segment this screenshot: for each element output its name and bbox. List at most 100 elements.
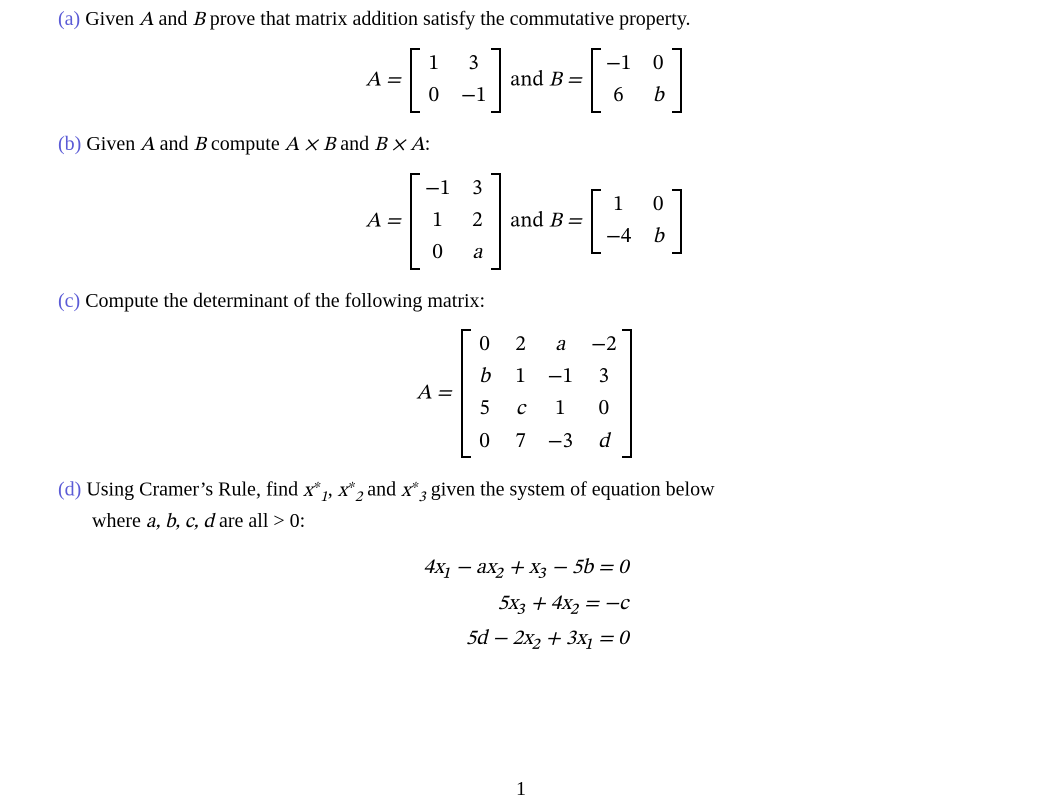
matrix-c-A: 0 2 a −2 b 1 −1 3 5 c 1 0 0 7 −3 d: [461, 329, 632, 458]
and-word: and: [510, 210, 548, 231]
cell: 7: [512, 428, 530, 456]
text: :: [425, 133, 431, 155]
eq3: 5d − 2x₂ + 3x₁ = 0: [423, 621, 628, 657]
page-number: 1: [0, 776, 1042, 803]
cell: 3: [468, 175, 486, 203]
b-eq-lhs: B =: [549, 69, 582, 90]
problem-a-text: (a) Given A and B prove that matrix addi…: [58, 6, 994, 34]
text: compute: [206, 133, 285, 155]
matrix-cells: 1 0 −4 b: [600, 189, 674, 254]
var-b: B: [193, 135, 205, 155]
sub: 1: [320, 490, 327, 505]
cell: 1: [425, 50, 443, 78]
matrix-b-A: −1 3 1 2 0 a: [410, 173, 502, 270]
matrix-cells: 0 2 a −2 b 1 −1 3 5 c 1 0 0 7 −3 d: [470, 329, 623, 458]
cell: 0: [649, 50, 667, 78]
x: x: [338, 481, 348, 501]
cell: a: [468, 239, 486, 267]
bracket-left-icon: [591, 189, 600, 254]
cell: 0: [649, 191, 667, 219]
cell: 1: [425, 207, 451, 235]
cell: 1: [548, 395, 574, 423]
problem-c-text: (c) Compute the determinant of the follo…: [58, 288, 994, 315]
cell: b: [476, 363, 494, 391]
text: prove that matrix addition satisfy the c…: [205, 8, 691, 30]
x: x: [401, 481, 411, 501]
text: Given: [81, 133, 140, 155]
axb: A × B: [285, 135, 336, 155]
matrix-a-B: −1 0 6 b: [591, 48, 683, 113]
cell: 1: [606, 191, 632, 219]
a-eq-lhs: A =: [416, 382, 451, 403]
page: (a) Given A and B prove that matrix addi…: [0, 0, 1042, 811]
matrix-cells: −1 0 6 b: [600, 48, 674, 113]
label-c: (c): [58, 290, 80, 312]
text: ,: [328, 479, 338, 501]
bracket-left-icon: [410, 48, 419, 113]
cell: −1: [548, 363, 574, 391]
abcd: a, b, c, d: [146, 512, 214, 532]
var-b: B: [192, 10, 204, 30]
sub: 3: [418, 490, 425, 505]
bxa: B × A: [374, 135, 425, 155]
text: Using Cramer’s Rule, find: [81, 479, 303, 501]
a-eq-lhs: A =: [366, 69, 401, 90]
cell: −1: [606, 50, 632, 78]
problem-b-text: (b) Given A and B compute A × B and B × …: [58, 131, 994, 159]
cell: 0: [476, 331, 494, 359]
text: and: [153, 8, 192, 30]
cell: 0: [476, 428, 494, 456]
cell: 5: [476, 395, 494, 423]
cell: 1: [512, 363, 530, 391]
cell: 0: [425, 82, 443, 110]
bracket-left-icon: [461, 329, 470, 458]
bracket-right-icon: [673, 189, 682, 254]
problem-b: (b) Given A and B compute A × B and B × …: [58, 131, 994, 270]
label-b: (b): [58, 133, 81, 155]
bracket-right-icon: [673, 48, 682, 113]
a-eq-lhs: A =: [366, 210, 401, 231]
eq1: 4x₁ − ax₂ + x₃ − 5b = 0: [423, 550, 628, 586]
bracket-left-icon: [410, 173, 419, 270]
bracket-right-icon: [623, 329, 632, 458]
x: x: [303, 481, 313, 501]
x3: x∗3: [401, 481, 426, 501]
var-a: A: [140, 135, 154, 155]
cell: −3: [548, 428, 574, 456]
problem-c-equation: A = 0 2 a −2 b 1 −1 3 5 c 1 0 0 7: [58, 329, 994, 458]
cell: c: [512, 395, 530, 423]
b-eq-lhs: B =: [549, 210, 582, 231]
cell: 2: [468, 207, 486, 235]
problem-d-text-line2: where a, b, c, d are all > 0:: [58, 508, 994, 536]
bracket-right-icon: [492, 48, 501, 113]
bracket-right-icon: [492, 173, 501, 270]
problem-a: (a) Given A and B prove that matrix addi…: [58, 6, 994, 113]
cell: 2: [512, 331, 530, 359]
cell: −1: [425, 175, 451, 203]
cell: −1: [461, 82, 487, 110]
text: and: [155, 133, 194, 155]
matrix-cells: 1 3 0 −1: [419, 48, 493, 113]
equation-system: 4x₁ − ax₂ + x₃ − 5b = 0 5x₃ + 4x₂ = −c 5…: [423, 550, 628, 657]
cell: 6: [606, 82, 632, 110]
text: Compute the determinant of the following…: [80, 290, 485, 312]
cell: 0: [425, 239, 451, 267]
cell: −2: [591, 331, 617, 359]
matrix-cells: −1 3 1 2 0 a: [419, 173, 493, 270]
problem-d-text: (d) Using Cramer’s Rule, find x∗1, x∗2 a…: [58, 476, 994, 508]
cell: b: [649, 82, 667, 110]
sup: ∗: [347, 478, 355, 492]
cell: a: [548, 331, 574, 359]
text: are all > 0:: [214, 510, 305, 532]
x2: x∗2: [338, 481, 363, 501]
and-word: and: [510, 69, 548, 90]
problem-a-equation: A = 1 3 0 −1 and B = −1 0 6 b: [58, 48, 994, 113]
text: Given: [80, 8, 139, 30]
x1: x∗1: [303, 481, 328, 501]
var-a: A: [139, 10, 153, 30]
problem-c: (c) Compute the determinant of the follo…: [58, 288, 994, 458]
cell: 3: [591, 363, 617, 391]
text: given the system of equation below: [426, 479, 715, 501]
label-a: (a): [58, 8, 80, 30]
cell: b: [649, 223, 667, 251]
